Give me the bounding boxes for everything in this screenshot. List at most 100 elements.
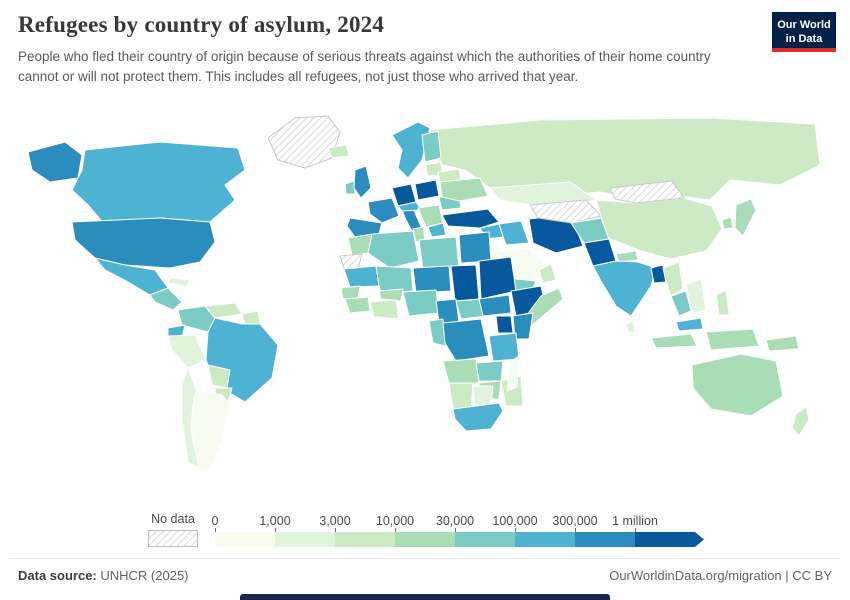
legend-tick-mark [335, 528, 336, 532]
region-papua-new-guinea[interactable]: Papua New Guinea [765, 335, 800, 352]
region-greenland[interactable]: Greenland [267, 115, 341, 169]
legend-tick-mark [455, 528, 456, 532]
region-chad[interactable]: Chad [450, 264, 480, 302]
region-ivory-coast-ghana[interactable]: Côte d'Ivoire & Ghana [369, 299, 400, 320]
region-algeria[interactable]: Algeria [367, 230, 420, 269]
chart-subtitle: People who fled their country of origin … [18, 49, 711, 85]
region-congo-gabon[interactable]: Congo & Gabon [428, 318, 447, 347]
region-turkmenistan-uzbekistan[interactable]: Turkmenistan & Uzbekistan [529, 199, 602, 224]
legend-tick-mark [575, 528, 576, 532]
region-south-africa[interactable]: South Africa [452, 402, 504, 432]
region-mongolia[interactable]: Mongolia [609, 180, 685, 204]
region-south-korea[interactable]: South Korea [721, 216, 734, 230]
region-peru[interactable]: Peru [167, 334, 207, 369]
legend-tick-label: 30,000 [435, 514, 475, 528]
owid-logo[interactable]: Our World in Data [772, 12, 836, 52]
legend-bin-7[interactable] [635, 532, 704, 547]
region-ukraine[interactable]: Ukraine [439, 177, 489, 202]
region-turkey[interactable]: Turkey [441, 208, 500, 229]
region-alaska[interactable]: Alaska (United States) [27, 141, 83, 183]
region-japan[interactable]: Japan [734, 198, 757, 237]
legend-tick-label: 0 [211, 514, 219, 528]
legend-bin-2[interactable] [335, 532, 395, 547]
region-indonesia[interactable]: Indonesia [650, 328, 760, 351]
region-somalia[interactable]: Somalia [525, 287, 564, 327]
region-vietnam[interactable]: Vietnam & Laos [685, 278, 707, 314]
region-angola[interactable]: Angola [442, 358, 480, 384]
region-madagascar[interactable]: Madagascar [506, 355, 520, 392]
region-libya[interactable]: Libya [418, 236, 460, 271]
legend-tick-mark [215, 528, 216, 532]
region-guyanas[interactable]: Guyana & Suriname [241, 310, 261, 325]
region-south-sudan[interactable]: South Sudan [478, 294, 512, 317]
chart-header: Refugees by country of asylum, 2024 Peop… [18, 12, 836, 88]
region-philippines[interactable]: Philippines [715, 289, 730, 316]
legend-tick-label: 10,000 [375, 514, 415, 528]
region-egypt[interactable]: Egypt [458, 231, 492, 264]
region-france[interactable]: France [367, 197, 400, 224]
region-argentina[interactable]: Argentina [190, 389, 231, 471]
region-uk[interactable]: United Kingdom [353, 165, 372, 199]
region-thailand[interactable]: Thailand [670, 290, 692, 317]
legend-bin-4[interactable] [455, 532, 515, 547]
region-poland[interactable]: Poland [414, 179, 440, 201]
owid-logo-line1: Our World [777, 18, 831, 31]
region-nepal[interactable]: Nepal [615, 250, 639, 263]
legend-bin-0[interactable] [215, 532, 275, 547]
region-nigeria[interactable]: Nigeria [402, 289, 440, 317]
data-source: Data source: UNHCR (2025) [18, 568, 189, 583]
region-tanzania[interactable]: Tanzania [488, 332, 520, 362]
region-western-sahara[interactable]: Western Sahara [339, 253, 363, 270]
legend-no-data[interactable]: No data [148, 512, 198, 547]
no-data-swatch [148, 530, 198, 547]
region-usa[interactable]: United States [71, 217, 216, 269]
region-sri-lanka[interactable]: Sri Lanka [625, 320, 636, 333]
legend-tick-label: 1,000 [259, 514, 291, 528]
region-drc[interactable]: Democratic Republic of Congo [442, 318, 490, 362]
region-canada[interactable]: Canada [71, 141, 246, 226]
world-map: GreenlandRussiaCanadaAlaska (United Stat… [27, 115, 821, 471]
license-credit[interactable]: OurWorldinData.org/migration | CC BY [609, 568, 832, 583]
legend-bin-5[interactable] [515, 532, 575, 547]
region-finland[interactable]: Finland [421, 130, 442, 163]
data-source-value: UNHCR (2025) [100, 568, 189, 583]
region-australia[interactable]: Australia [691, 353, 784, 417]
color-scale: 0 1,000 3,000 10,000 30,000 100,000 300,000 1 m… [211, 514, 705, 547]
no-data-label: No data [151, 512, 195, 526]
region-niger[interactable]: Niger [412, 265, 452, 294]
legend-tick-mark [395, 528, 396, 532]
region-new-zealand[interactable]: New Zealand [791, 406, 810, 437]
region-central-america[interactable]: Central America [149, 287, 183, 311]
region-china[interactable]: China [595, 197, 723, 260]
legend-tick-mark [635, 528, 636, 532]
region-kenya[interactable]: Kenya [512, 312, 534, 340]
region-burkina-faso[interactable]: Burkina Faso [378, 288, 404, 302]
region-ireland[interactable]: Ireland [344, 180, 356, 195]
region-myanmar[interactable]: Myanmar [662, 261, 684, 297]
region-sudan[interactable]: Sudan [478, 256, 517, 300]
bottom-bar [240, 594, 610, 600]
region-cuba[interactable]: Cuba [167, 277, 191, 287]
region-senegal[interactable]: Senegal [340, 285, 361, 300]
region-guinea[interactable]: Guinea [344, 296, 371, 314]
region-uganda[interactable]: Uganda [495, 315, 514, 334]
region-oman[interactable]: Oman [538, 263, 557, 284]
region-iraq[interactable]: Iraq [498, 220, 530, 246]
region-zambia[interactable]: Zambia [475, 360, 504, 382]
region-norway-sweden[interactable]: Norway & Sweden [391, 121, 431, 179]
region-iceland[interactable]: Iceland [327, 144, 350, 159]
region-mauritania[interactable]: Mauritania [343, 265, 380, 288]
world-map-container: GreenlandRussiaCanadaAlaska (United Stat… [10, 110, 840, 508]
region-malaysia[interactable]: Malaysia [675, 317, 704, 332]
region-greece[interactable]: Greece [427, 222, 447, 238]
legend-bin-1[interactable] [275, 532, 335, 547]
chart-footer: Data source: UNHCR (2025) OurWorldinData… [10, 558, 840, 583]
region-namibia[interactable]: Namibia [448, 382, 474, 410]
region-mali[interactable]: Mali [375, 265, 414, 294]
legend-bin-3[interactable] [395, 532, 455, 547]
legend-bin-6[interactable] [575, 532, 635, 547]
region-botswana[interactable]: Botswana [472, 385, 494, 407]
region-india[interactable]: India [592, 260, 657, 317]
legend-tick-label: 1 million [612, 514, 658, 528]
